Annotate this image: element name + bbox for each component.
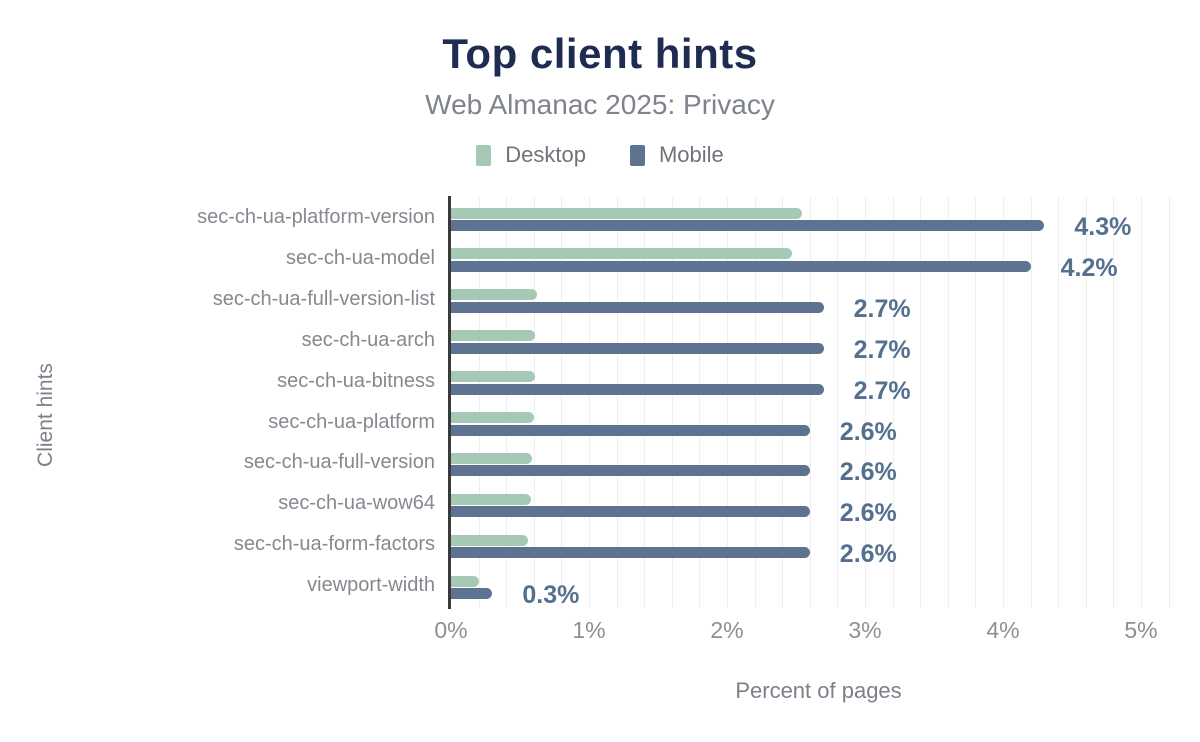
value-label: 2.6% (839, 458, 897, 487)
x-tick-label: 5% (1124, 617, 1158, 643)
category-label: sec-ch-ua-arch (301, 328, 435, 351)
gridline (1030, 197, 1032, 608)
gridline (1113, 197, 1115, 608)
gridline (533, 197, 535, 608)
gridline (920, 197, 922, 608)
bar-mobile (451, 547, 810, 559)
gridline (478, 197, 480, 608)
x-tick-label: 3% (848, 617, 882, 643)
value-label: 2.7% (853, 335, 911, 364)
bar-mobile (451, 506, 810, 518)
gridline (975, 197, 977, 608)
gridline (1141, 197, 1142, 608)
category-label: sec-ch-ua-bitness (277, 369, 435, 392)
value-label: 0.3% (522, 581, 580, 610)
legend: Desktop Mobile (0, 142, 1200, 168)
legend-label: Desktop (505, 142, 586, 167)
gridline (644, 197, 646, 608)
gridline (727, 197, 728, 608)
bar-mobile (451, 220, 1045, 231)
category-label: sec-ch-ua-form-factors (233, 533, 435, 556)
bar-desktop (451, 534, 529, 546)
chart-subtitle: Web Almanac 2025: Privacy (425, 89, 775, 120)
value-label: 2.6% (839, 417, 897, 446)
x-tick-label: 4% (986, 617, 1020, 643)
plot-area: 4.3% 4.2% 2.7% 2.7% 2.7% 2.6% 2.6% 2.6% 2.6% 0.3% (451, 197, 1186, 610)
x-axis-ticks: 0% 1% 2% 3% 4% 5% (434, 617, 1200, 647)
category-label: sec-ch-ua-full-version (243, 451, 435, 474)
gridline (616, 197, 618, 608)
gridline (589, 197, 590, 608)
bar-desktop (451, 248, 792, 260)
bar-desktop (451, 289, 537, 301)
legend-swatch-desktop (476, 144, 492, 166)
x-tick-label: 2% (710, 617, 744, 643)
x-axis-title: Percent of pages (735, 678, 902, 703)
bar-desktop (451, 412, 534, 423)
bar-desktop (451, 575, 479, 587)
bar-mobile (451, 260, 1031, 272)
bar-mobile (451, 588, 493, 600)
gridline (754, 197, 756, 608)
gridline (699, 197, 701, 608)
value-label: 2.7% (853, 376, 911, 405)
bar-desktop (451, 371, 536, 383)
bar-mobile (451, 342, 824, 354)
bar-mobile (451, 424, 810, 436)
gridline (561, 197, 563, 608)
bar-mobile (451, 465, 810, 477)
gridline (837, 197, 839, 608)
x-tick-label: 0% (434, 617, 468, 643)
x-tick-label: 1% (572, 617, 606, 643)
gridline (947, 197, 949, 608)
gridline (782, 197, 784, 608)
category-label: sec-ch-ua-full-version-list (212, 287, 435, 310)
category-label: sec-ch-ua-wow64 (278, 492, 435, 515)
gridline (671, 197, 673, 608)
legend-item-mobile: Mobile (629, 142, 724, 168)
gridline (1168, 197, 1170, 608)
legend-label: Mobile (658, 142, 724, 167)
chart-title: Top client hints (442, 30, 758, 77)
bar-mobile (451, 383, 824, 395)
category-label: sec-ch-ua-platform-version (197, 206, 435, 228)
value-label: 2.7% (853, 294, 911, 323)
value-label: 2.6% (839, 540, 897, 569)
gridline (809, 197, 811, 608)
gridline (506, 197, 508, 608)
y-axis-line (448, 196, 451, 609)
category-labels: sec-ch-ua-platform-version sec-ch-ua-mode… (0, 197, 443, 608)
legend-item-desktop: Desktop (476, 142, 586, 168)
bar-mobile (451, 301, 824, 313)
value-label: 4.2% (1060, 253, 1118, 282)
legend-swatch-mobile (629, 144, 645, 166)
bar-desktop (451, 452, 533, 464)
category-label: sec-ch-ua-platform (268, 410, 435, 433)
bar-desktop (451, 330, 536, 342)
gridline (1058, 197, 1060, 608)
gridline (1003, 197, 1004, 608)
bar-desktop (451, 207, 802, 219)
value-label: 4.3% (1074, 213, 1132, 241)
value-label: 2.6% (839, 499, 897, 528)
category-label: sec-ch-ua-model (286, 246, 435, 269)
gridline (1085, 197, 1087, 608)
category-label: viewport-width (307, 574, 435, 597)
gridline (865, 197, 866, 608)
bar-desktop (451, 493, 532, 505)
gridline (892, 197, 894, 608)
